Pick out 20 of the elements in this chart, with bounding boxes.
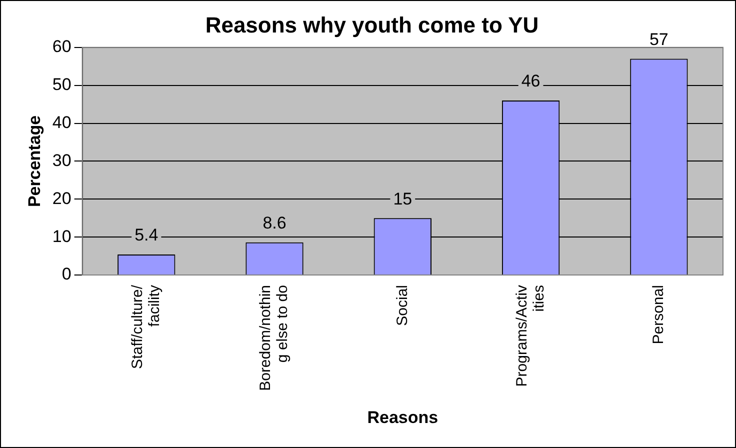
data-label: 57 (649, 30, 668, 49)
y-tick-label: 10 (52, 226, 72, 246)
y-tick-label: 30 (52, 150, 72, 170)
y-tick-label: 20 (52, 188, 72, 208)
x-tick-label: Personal (650, 285, 668, 344)
data-label: 15 (393, 189, 412, 208)
x-tick-label: Staff/culture/facility (129, 284, 164, 369)
data-label: 5.4 (134, 226, 158, 245)
data-label: 8.6 (262, 214, 286, 233)
y-axis-title: Percentage (24, 115, 44, 208)
data-label: 46 (521, 72, 540, 91)
y-tick-label: 60 (52, 37, 72, 56)
x-tick-label: Social (394, 285, 411, 326)
y-tick-label: 40 (52, 112, 72, 132)
y-tick-label: 50 (52, 75, 72, 94)
x-tick-label: Boredom/nothing else to do (257, 285, 292, 391)
chart-title: Reasons why youth come to YU (205, 12, 539, 38)
x-axis-title: Reasons (367, 408, 438, 428)
y-tick-label: 0 (62, 264, 72, 284)
x-tick-label: Programs/Activities (513, 284, 548, 387)
